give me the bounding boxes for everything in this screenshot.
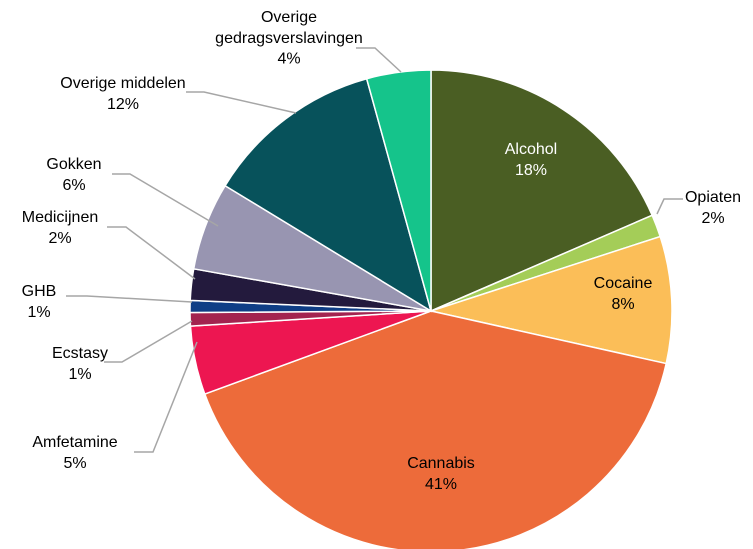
slice-label-ghb: GHB 1% — [22, 283, 57, 321]
leader-lines — [66, 47, 683, 453]
slice-value-label: 2% — [48, 230, 71, 247]
slice-label-cannabis: Cannabis 41% — [407, 455, 475, 493]
slice-name-label: Overige — [261, 9, 317, 26]
slice-label-alcohol: Alcohol 18% — [505, 141, 557, 179]
leader-line-amfetamine — [134, 341, 198, 453]
pie-slice-cocaine — [428, 235, 673, 365]
slice-label-overige-gedragsverslavingen: Overige gedragsverslavingen 4% — [215, 9, 363, 68]
leader-line-opiaten — [656, 198, 683, 215]
slice-label-amfetamine: Amfetamine 5% — [32, 434, 117, 472]
slice-value-label: 1% — [68, 366, 91, 383]
slice-name-label: Cannabis — [407, 455, 475, 472]
slice-name-label: Alcohol — [505, 141, 557, 158]
slice-label-medicijnen: Medicijnen 2% — [22, 209, 98, 247]
pie-slice-overige-middelen — [224, 77, 433, 313]
slice-value-label: 1% — [27, 304, 50, 321]
pie-slice-alcohol — [430, 69, 654, 313]
leader-line-ecstasy — [104, 320, 193, 363]
slice-name-label: GHB — [22, 283, 57, 300]
leader-line-overige-gedragsverslavingen — [356, 47, 402, 73]
slice-name-label: gedragsverslavingen — [215, 30, 363, 47]
leader-line-overige-middelen — [186, 91, 297, 114]
slice-name-label: Ecstasy — [52, 345, 108, 362]
slice-label-opiaten: Opiaten 2% — [685, 189, 741, 227]
leader-line-gokken — [112, 173, 219, 227]
slice-name-label: Gokken — [46, 156, 101, 173]
slice-labels: Alcohol 18% Opiaten 2% Cocaine 8% Cannabis 41% A… — [22, 9, 741, 493]
slice-label-overige-middelen: Overige middelen 12% — [60, 75, 185, 113]
slice-value-label: 2% — [701, 210, 724, 227]
slice-value-label: 12% — [107, 96, 139, 113]
slice-name-label: Cocaine — [594, 275, 653, 292]
slice-value-label: 6% — [62, 177, 85, 194]
slice-value-label: 5% — [63, 455, 86, 472]
slice-name-label: Opiaten — [685, 189, 741, 206]
slice-label-gokken: Gokken 6% — [46, 156, 101, 194]
slice-value-label: 41% — [425, 476, 457, 493]
pie-slice-overige-gedragsverslavingen — [365, 69, 432, 312]
leader-line-medicijnen — [107, 226, 196, 280]
pie-slices — [189, 69, 673, 549]
slice-name-label: Medicijnen — [22, 209, 98, 226]
slice-value-label: 18% — [515, 162, 547, 179]
slice-label-ecstasy: Ecstasy 1% — [52, 345, 108, 383]
slice-name-label: Amfetamine — [32, 434, 117, 451]
slice-label-cocaine: Cocaine 8% — [594, 275, 653, 313]
pie-slice-cannabis — [203, 310, 668, 549]
slice-name-label: Overige middelen — [60, 75, 185, 92]
slice-value-label: 4% — [277, 51, 300, 68]
slice-value-label: 8% — [611, 296, 634, 313]
leader-line-ghb — [66, 295, 193, 303]
